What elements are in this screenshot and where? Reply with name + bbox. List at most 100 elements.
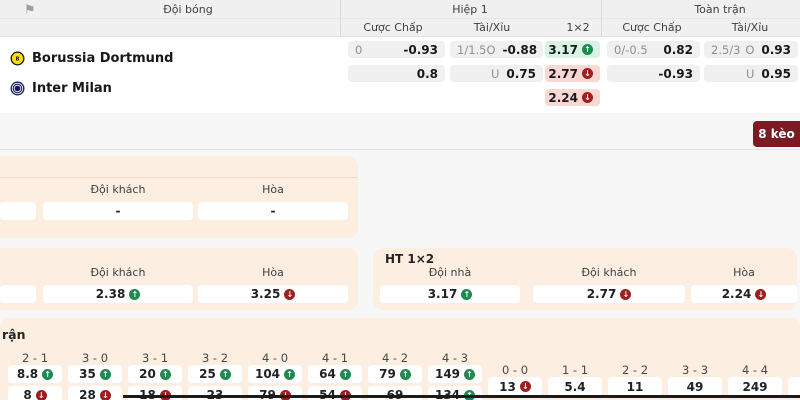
ft-overunder-under-cell[interactable]: U 0.95 — [704, 65, 798, 82]
h1-1x2-home-cell[interactable]: 3.17 — [545, 41, 600, 58]
score-odds-cell[interactable]: 13 — [488, 377, 542, 396]
odds-cell-draw[interactable]: - — [198, 202, 348, 220]
column-header-draw: Hòa — [262, 266, 284, 279]
score-odds-cell[interactable]: 28 — [68, 386, 122, 400]
odds-value: -0.88 — [502, 42, 538, 57]
odds-value: 79 — [259, 388, 276, 400]
score-odds-cell[interactable]: 35 — [68, 365, 122, 383]
score-header: 4 - 1 — [321, 351, 349, 365]
trend-up-icon — [464, 389, 476, 400]
trend-up-icon — [99, 368, 111, 380]
trend-up-icon — [42, 368, 54, 380]
ft-overunder-over-cell[interactable]: 2.5/3 O 0.93 — [704, 41, 798, 58]
odds-value: 0.8 — [416, 66, 438, 81]
odds-value: 8 — [23, 388, 32, 400]
header-row-divider — [0, 18, 800, 19]
score-odds-cell[interactable]: 11 — [608, 377, 662, 396]
odds-cell-away[interactable]: - — [43, 202, 193, 220]
odds-value: 2.38 — [95, 287, 126, 301]
score-header: 2 - 2 — [621, 363, 649, 377]
h1-1x2-draw-cell[interactable]: 2.24 — [545, 89, 600, 106]
odds-cell-away[interactable]: 2.38 — [43, 285, 193, 303]
card-title: HT 1×2 — [385, 252, 435, 266]
ou-side: U — [745, 66, 755, 81]
section-divider — [0, 149, 800, 150]
card-ft-1x2-partial: Đội khách Hòa - - — [0, 156, 358, 238]
odds-value: 18 — [139, 388, 156, 400]
score-odds-cell[interactable]: 8 — [8, 386, 62, 400]
odds-value: 20 — [139, 367, 156, 381]
score-odds-cell[interactable]: 79 — [368, 365, 422, 383]
odds-value: 64 — [319, 367, 336, 381]
trend-up-icon — [339, 368, 351, 380]
h1-overunder-under-cell[interactable]: U 0.75 — [450, 65, 543, 82]
odds-value: 0.95 — [761, 66, 791, 81]
column-header-away: Đội khách — [581, 266, 637, 279]
odds-cell-home[interactable]: 3.17 — [380, 285, 520, 303]
partial-cell[interactable] — [788, 377, 800, 396]
trend-up-icon — [129, 288, 141, 300]
trend-down-icon — [620, 288, 632, 300]
odds-value: - — [270, 204, 276, 218]
header-ft-handicap: Cược Chấp — [622, 21, 682, 34]
odds-value: 28 — [79, 388, 96, 400]
odds-value: 2.24 — [548, 90, 578, 105]
card-ft-1x2: Đội khách Hòa 2.38 3.25 — [0, 248, 358, 310]
odds-value: 2.77 — [548, 66, 578, 81]
h1-handicap-home-cell[interactable]: 0 -0.93 — [348, 41, 445, 58]
ou-side: O — [745, 42, 755, 57]
score-odds-cell[interactable]: 5.4 — [548, 377, 602, 396]
h1-handicap-away-cell[interactable]: 0.8 — [348, 65, 445, 82]
odds-value: 8.8 — [16, 367, 39, 381]
score-odds-cell[interactable]: 249 — [728, 377, 782, 396]
dark-divider — [123, 395, 800, 398]
score-odds-cell[interactable]: 20 — [128, 365, 182, 383]
partial-cell[interactable] — [0, 202, 36, 220]
odds-value: 2.24 — [721, 287, 752, 301]
trend-down-icon — [339, 389, 351, 400]
odds-value: 69 — [386, 388, 404, 400]
odds-value: 0.82 — [663, 42, 693, 57]
score-odds-cell[interactable]: 64 — [308, 365, 362, 383]
card-correct-score: rận 2 - 1 8.8 8 3 - 0 35 28 3 - 1 20 18 — [0, 318, 800, 400]
odds-cell-draw[interactable]: 3.25 — [198, 285, 348, 303]
h1-1x2-away-cell[interactable]: 2.77 — [545, 65, 600, 82]
header-vdivider-2 — [601, 0, 602, 36]
odds-value: 3.17 — [427, 287, 458, 301]
column-header-away: Đội khách — [90, 183, 146, 196]
odds-value: - — [115, 204, 121, 218]
trend-down-icon — [582, 92, 593, 103]
odds-cell-draw[interactable]: 2.24 — [691, 285, 797, 303]
score-odds-cell[interactable]: 8.8 — [8, 365, 62, 383]
column-header-draw: Hòa — [262, 183, 284, 196]
score-odds-cell[interactable]: 25 — [188, 365, 242, 383]
score-header: 2 - 1 — [21, 351, 49, 365]
odds-value: 13 — [499, 379, 516, 394]
score-odds-cell[interactable]: 104 — [248, 365, 302, 383]
ft-handicap-away-cell[interactable]: -0.93 — [607, 65, 700, 82]
odds-value: 3.25 — [250, 287, 281, 301]
score-header: 3 - 0 — [81, 351, 109, 365]
odds-count-badge[interactable]: 8 kèo — [753, 121, 800, 147]
trend-down-icon — [284, 288, 296, 300]
partial-cell[interactable] — [0, 285, 36, 303]
odds-value: 249 — [742, 379, 768, 394]
handicap-line: 0/-0.5 — [614, 42, 648, 57]
score-odds-cell[interactable]: 149 — [428, 365, 482, 383]
team-row-home[interactable]: B Borussia Dortmund — [10, 50, 173, 66]
trend-up-icon — [284, 368, 296, 380]
score-header: 4 - 4 — [741, 363, 769, 377]
odds-value: 0.75 — [506, 66, 536, 81]
trend-down-icon — [159, 389, 171, 400]
trend-up-icon — [159, 368, 171, 380]
handicap-line: 0 — [355, 42, 363, 57]
odds-cell-away[interactable]: 2.77 — [533, 285, 685, 303]
team-row-away[interactable]: Inter Milan — [10, 80, 112, 96]
column-header-away: Đội khách — [90, 266, 146, 279]
trend-down-icon — [279, 389, 291, 400]
score-header: 3 - 2 — [201, 351, 229, 365]
score-odds-cell[interactable]: 49 — [668, 377, 722, 396]
h1-overunder-over-cell[interactable]: 1/1.5 O -0.88 — [450, 41, 543, 58]
ft-handicap-home-cell[interactable]: 0/-0.5 0.82 — [607, 41, 700, 58]
